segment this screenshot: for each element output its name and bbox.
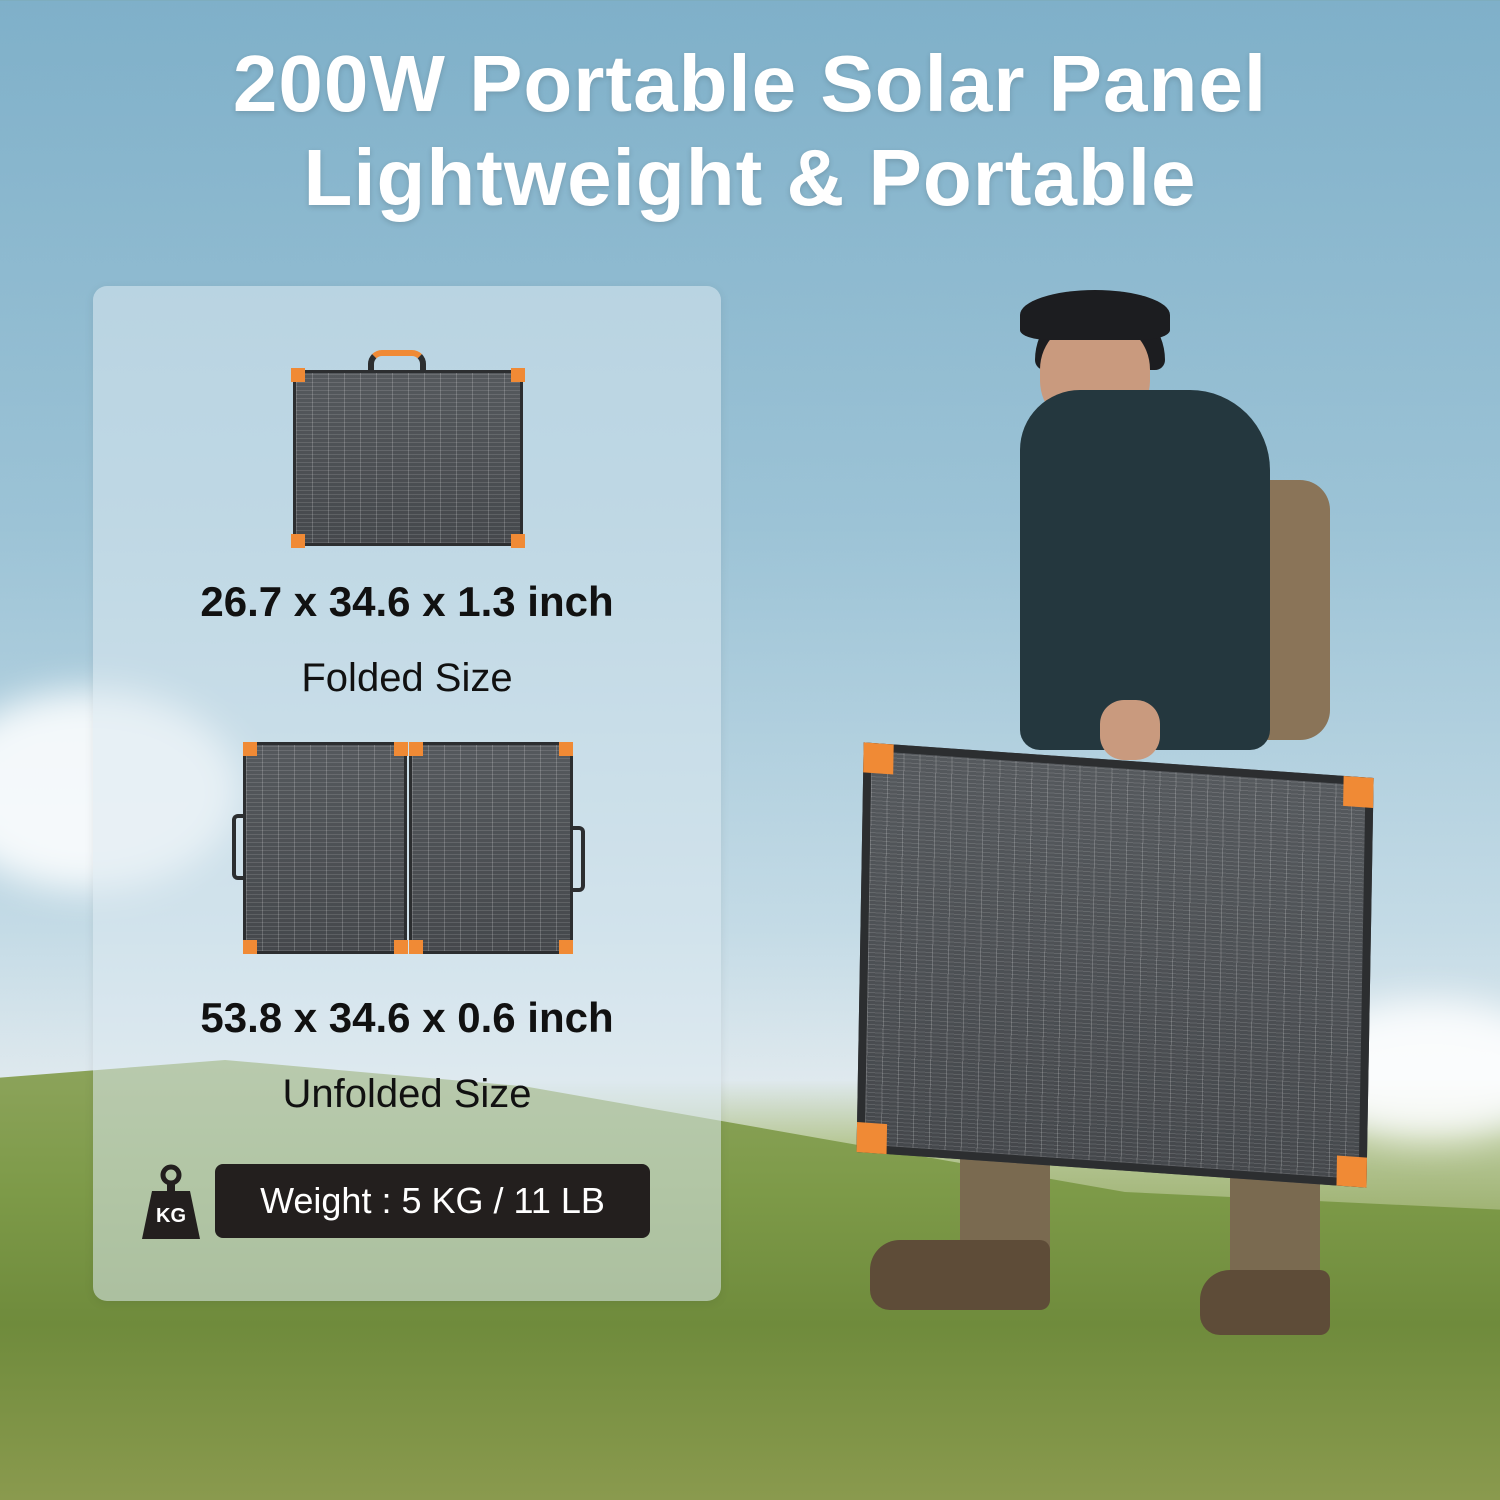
headline-line2: Lightweight & Portable <box>303 133 1197 222</box>
folded-label: Folded Size <box>301 656 513 700</box>
folded-dimensions: 26.7 x 34.6 x 1.3 inch <box>200 578 614 625</box>
kg-icon-text: KG <box>156 1205 186 1227</box>
headline-line1: 200W Portable Solar Panel <box>232 39 1268 128</box>
weight-badge: Weight : 5 KG / 11 LB <box>215 1164 650 1238</box>
weight-text: Weight : 5 KG / 11 LB <box>260 1180 605 1221</box>
kettlebell-weight-icon: KG <box>140 1163 202 1239</box>
unfolded-label: Unfolded Size <box>282 1072 532 1116</box>
unfolded-dimensions: 53.8 x 34.6 x 0.6 inch <box>200 994 614 1041</box>
